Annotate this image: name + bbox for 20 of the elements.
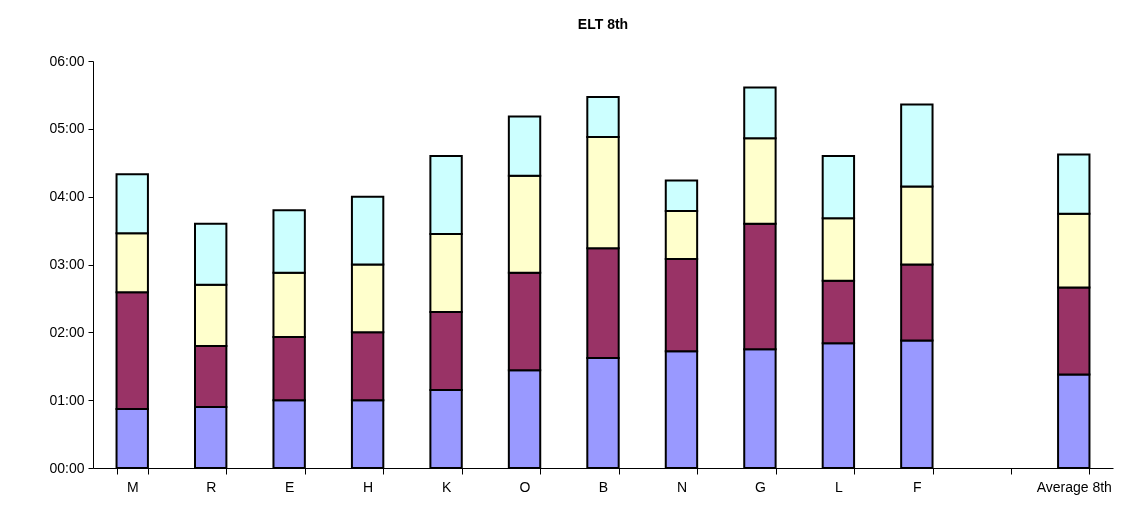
- y-tick-label: 00:00: [49, 459, 85, 476]
- y-tick-label: 04:00: [49, 188, 85, 205]
- x-tick-label: K: [441, 478, 452, 495]
- x-tick-label: F: [913, 478, 922, 495]
- x-tick-label: R: [206, 478, 217, 495]
- y-tick-label: 01:00: [49, 391, 85, 408]
- x-tick-label: L: [834, 478, 843, 495]
- x-tick-label: N: [676, 478, 688, 495]
- chart-title: ELT 8th: [577, 16, 629, 32]
- x-tick-label: G: [754, 478, 766, 495]
- y-tick-label: 03:00: [49, 256, 85, 272]
- x-tick-label: M: [126, 478, 139, 495]
- x-tick-label: H: [363, 478, 374, 495]
- x-tick-label: Average 8th: [1036, 478, 1112, 495]
- x-tick-label: B: [598, 478, 609, 495]
- y-tick-label: 06:00: [49, 52, 85, 69]
- x-tick-label: O: [519, 478, 531, 495]
- y-tick-label: 02:00: [49, 323, 85, 340]
- y-tick-label: 05:00: [49, 120, 85, 137]
- x-tick-label: E: [284, 478, 295, 495]
